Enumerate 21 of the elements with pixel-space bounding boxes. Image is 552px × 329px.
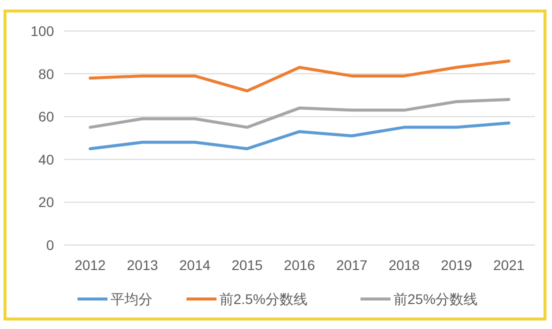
y-tick-label: 0 bbox=[46, 237, 54, 253]
y-tick-label: 60 bbox=[38, 108, 54, 125]
legend-label: 平均分 bbox=[110, 291, 152, 307]
x-tick-label: 2014 bbox=[179, 257, 211, 273]
y-tick-label: 100 bbox=[30, 23, 54, 39]
x-tick-label: 2017 bbox=[336, 257, 368, 273]
y-tick-label: 20 bbox=[38, 194, 54, 210]
x-tick-label: 2015 bbox=[232, 257, 263, 273]
x-tick-label: 2019 bbox=[440, 257, 472, 273]
y-tick-label: 80 bbox=[38, 66, 54, 82]
y-tick-label: 40 bbox=[38, 151, 54, 168]
legend-label: 前2.5%分数线 bbox=[220, 291, 308, 307]
x-tick-label: 2016 bbox=[284, 257, 316, 273]
line-series bbox=[88, 122, 510, 150]
x-tick-label: 2012 bbox=[74, 257, 106, 273]
line-series bbox=[88, 98, 510, 129]
legend-label: 前25%分数线 bbox=[394, 291, 478, 307]
line-series bbox=[88, 59, 510, 92]
x-tick-label: 2021 bbox=[493, 257, 525, 273]
x-tick-label: 2018 bbox=[388, 257, 420, 273]
x-tick-label: 2013 bbox=[126, 257, 158, 273]
